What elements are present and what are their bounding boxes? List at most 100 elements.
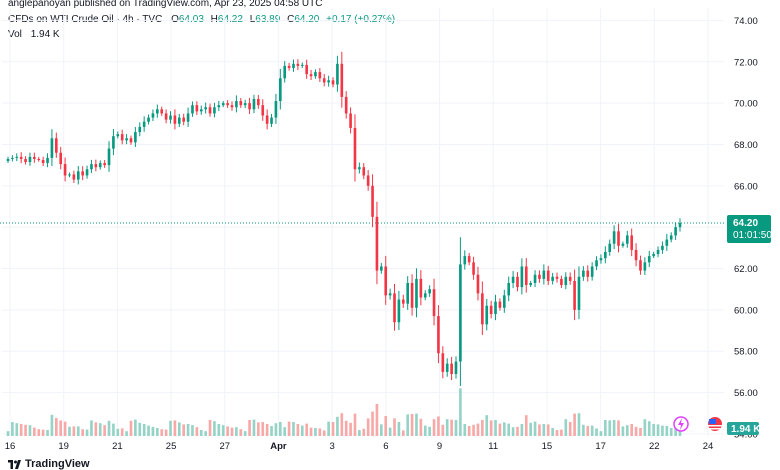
candle-body bbox=[107, 148, 111, 166]
candle-body bbox=[401, 299, 405, 304]
volume-bar bbox=[151, 426, 155, 436]
candle-body bbox=[296, 63, 300, 66]
volume-bar bbox=[362, 428, 366, 436]
candle-body bbox=[28, 156, 32, 163]
volume-bar bbox=[252, 419, 256, 436]
candle-body bbox=[520, 266, 524, 288]
time-tick-label: 21 bbox=[112, 441, 123, 452]
volume-bar bbox=[542, 424, 546, 436]
candle-body bbox=[366, 175, 370, 186]
volume-bar bbox=[208, 420, 212, 436]
volume-bar bbox=[199, 430, 203, 436]
candle-body bbox=[46, 157, 49, 164]
volume-bar bbox=[278, 422, 282, 436]
volume-bar bbox=[485, 415, 489, 436]
lightning-icon[interactable] bbox=[673, 416, 689, 432]
candle-body bbox=[81, 171, 84, 176]
candle-body bbox=[142, 121, 146, 127]
price-tick-label: 58.00 bbox=[734, 347, 758, 358]
price-tick-label: 62.00 bbox=[734, 264, 758, 275]
candle-body bbox=[160, 109, 164, 114]
volume-bar bbox=[107, 420, 111, 436]
volume-bar bbox=[358, 430, 361, 436]
volume-bar bbox=[678, 430, 682, 436]
candle-body bbox=[94, 164, 98, 168]
candle-body bbox=[375, 216, 379, 271]
candle-body bbox=[647, 256, 651, 263]
candle-body bbox=[85, 169, 89, 176]
volume-bar bbox=[340, 413, 344, 436]
volume-bar bbox=[467, 426, 471, 436]
tradingview-brand[interactable]: TradingView bbox=[8, 458, 90, 470]
candle-body bbox=[226, 103, 229, 106]
candle-body bbox=[669, 235, 673, 240]
time-tick-label: 3 bbox=[330, 441, 335, 452]
flag-us-icon[interactable] bbox=[708, 417, 722, 431]
high-value: 64.22 bbox=[217, 14, 243, 25]
volume-bar bbox=[428, 426, 431, 436]
candle-body bbox=[625, 235, 629, 244]
candle-body bbox=[239, 101, 243, 106]
change-value: +0.17 (+0.27%) bbox=[326, 14, 396, 25]
candle-body bbox=[454, 361, 458, 374]
volume-bar bbox=[318, 428, 322, 436]
volume-bar bbox=[129, 420, 133, 436]
volume-bar bbox=[397, 422, 401, 436]
volume-bar bbox=[292, 422, 295, 436]
volume-bar bbox=[94, 422, 98, 436]
volume-bar bbox=[661, 425, 664, 436]
time-tick-label: 15 bbox=[542, 441, 553, 452]
volume-label[interactable]: Vol bbox=[8, 29, 22, 40]
volume-bar bbox=[410, 414, 414, 436]
chart-grid bbox=[2, 8, 724, 436]
candle-body bbox=[542, 270, 546, 279]
candle-body bbox=[344, 96, 348, 114]
candle-body bbox=[450, 363, 453, 374]
candle-body bbox=[270, 117, 273, 124]
candle-body bbox=[560, 278, 563, 286]
volume-bar bbox=[520, 424, 524, 436]
candle-body bbox=[546, 270, 550, 281]
volume-bar bbox=[582, 424, 585, 436]
volume-bar bbox=[445, 419, 449, 436]
candle-body bbox=[318, 72, 322, 79]
volume-bar bbox=[419, 418, 423, 436]
candle-body bbox=[612, 231, 616, 244]
candle-body bbox=[428, 289, 431, 294]
volume-bar bbox=[195, 427, 199, 436]
candle-body bbox=[467, 256, 471, 263]
volume-bar bbox=[516, 426, 519, 436]
candle-body bbox=[76, 171, 80, 180]
volume-bar bbox=[617, 420, 620, 436]
candle-body bbox=[397, 299, 401, 323]
volume-bar bbox=[322, 430, 326, 436]
volume-bar bbox=[630, 424, 634, 436]
volume-bar bbox=[647, 421, 651, 436]
candle-body bbox=[164, 113, 168, 120]
candle-body bbox=[634, 249, 638, 261]
candle-body bbox=[595, 260, 598, 267]
volume-bar bbox=[529, 422, 532, 436]
volume-bar bbox=[612, 420, 616, 436]
candle-body bbox=[186, 113, 190, 122]
volume-bar bbox=[164, 429, 168, 436]
time-tick-label: 9 bbox=[437, 441, 442, 452]
volume-bar bbox=[230, 427, 234, 436]
candle-body bbox=[134, 132, 137, 143]
volume-bar bbox=[19, 424, 23, 436]
volume-bar bbox=[305, 423, 308, 436]
candle-body bbox=[309, 74, 313, 77]
volume-bar bbox=[454, 420, 458, 436]
price-tick-label: 70.00 bbox=[734, 99, 758, 110]
candle-body bbox=[507, 282, 511, 296]
candle-body bbox=[604, 251, 607, 259]
candle-body bbox=[120, 134, 124, 141]
publisher-line: anglepanoyan published on TradingView.co… bbox=[8, 0, 323, 9]
volume-bar bbox=[634, 426, 638, 436]
candle-body bbox=[419, 278, 423, 298]
volume-bar bbox=[555, 430, 559, 436]
low-label: L bbox=[249, 14, 256, 25]
symbol-title[interactable]: CFDs on WTI Crude Oil · 4h · TVC bbox=[8, 14, 163, 25]
volume-bar bbox=[669, 428, 673, 436]
